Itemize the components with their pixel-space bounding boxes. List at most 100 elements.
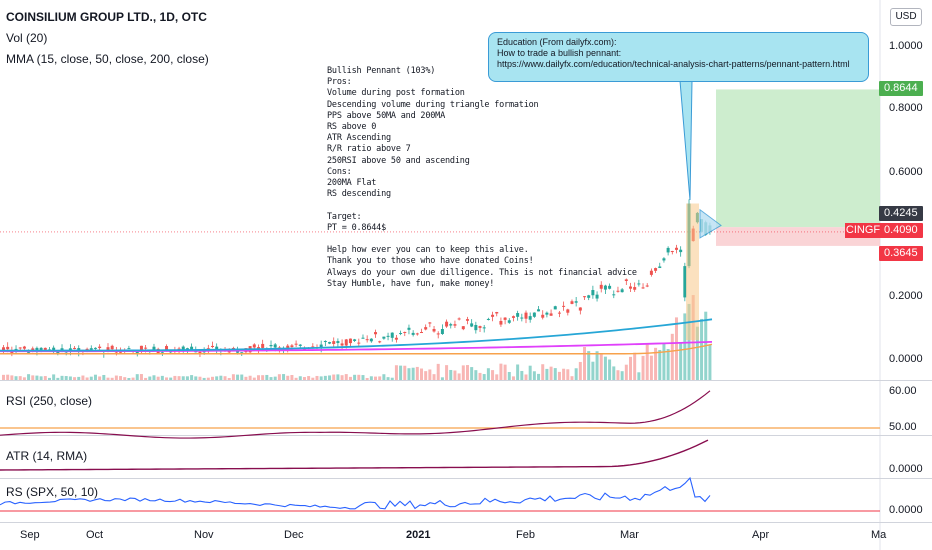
candle-body xyxy=(503,317,507,320)
volume-bar xyxy=(637,372,641,380)
candle-body xyxy=(491,314,495,317)
volume-bar xyxy=(18,376,22,380)
callout-line-2: How to trade a bullish pennant: xyxy=(497,48,622,58)
candle-body xyxy=(340,343,344,346)
currency-button[interactable]: USD xyxy=(890,8,922,26)
callout-link[interactable]: https://www.dailyfx.com/education/techni… xyxy=(497,59,850,69)
volume-bar xyxy=(27,374,31,380)
volume-bar xyxy=(252,377,256,380)
volume-bar xyxy=(211,376,214,380)
rsi-panel-title[interactable]: RSI (250, close) xyxy=(6,394,93,408)
candle-body xyxy=(106,347,110,351)
volume-bar xyxy=(148,376,152,380)
volume-bar xyxy=(461,365,465,380)
candle-body xyxy=(269,345,273,347)
volume-bar xyxy=(591,361,595,380)
volume-bar xyxy=(361,375,365,380)
candle-body xyxy=(507,320,511,323)
candle-body xyxy=(56,351,60,354)
mma-legend[interactable]: MMA (15, close, 50, close, 200, close) xyxy=(6,52,209,66)
volume-bar xyxy=(491,370,495,380)
volume-bar xyxy=(595,351,599,380)
volume-bar xyxy=(323,375,327,380)
candle-body xyxy=(587,295,591,298)
candle-body xyxy=(553,306,557,310)
volume-bar xyxy=(399,365,403,380)
note-line: Always do your own due dilligence. This … xyxy=(327,267,637,278)
volume-bar xyxy=(378,376,382,380)
candle-body xyxy=(474,325,478,331)
volume-bar xyxy=(528,365,532,380)
volume-bar xyxy=(482,374,486,380)
volume-bar xyxy=(616,370,620,380)
volume-bar xyxy=(319,376,323,380)
candle-body xyxy=(357,342,361,344)
candle-body xyxy=(181,346,185,350)
candle-body xyxy=(428,322,432,324)
volume-bar xyxy=(98,376,102,380)
candle-body xyxy=(595,294,599,299)
rs-panel-title[interactable]: RS (SPX, 50, 10) xyxy=(6,485,99,499)
price-tick: 0.0000 xyxy=(889,353,923,365)
candle-body xyxy=(532,312,536,317)
symbol-title[interactable]: COINSILIUM GROUP LTD., 1D, OTC xyxy=(6,10,207,24)
symbol-tag: CINGF xyxy=(845,223,881,238)
candle-body xyxy=(465,319,469,321)
atr-panel-title[interactable]: ATR (14, RMA) xyxy=(6,449,88,463)
analysis-note: Bullish Pennant (103%) Pros: Volume during… xyxy=(327,66,637,290)
volume-bar xyxy=(290,374,294,380)
volume-bar xyxy=(562,368,566,380)
education-callout[interactable]: Education (From dailyfx.com): How to tra… xyxy=(488,32,869,82)
volume-bar xyxy=(131,377,135,380)
candle-body xyxy=(549,313,553,316)
volume-bar xyxy=(641,355,645,380)
volume-bar xyxy=(553,368,557,380)
volume-bar xyxy=(658,349,662,380)
candle-body xyxy=(160,352,164,354)
candle-body xyxy=(89,348,93,350)
volume-bar xyxy=(277,374,281,380)
volume-bar xyxy=(181,376,185,380)
volume-bar xyxy=(649,355,653,380)
candle-body xyxy=(679,249,683,253)
volume-bar xyxy=(173,375,177,380)
volume-legend[interactable]: Vol (20) xyxy=(6,31,48,45)
note-line: Volume during post formation xyxy=(327,88,465,99)
volume-bar xyxy=(47,377,51,380)
note-line: Pros: xyxy=(327,77,352,88)
volume-bar xyxy=(549,366,553,380)
volume-bar xyxy=(612,366,616,380)
volume-bar xyxy=(453,370,457,380)
candle-body xyxy=(641,287,645,289)
volume-bar xyxy=(708,345,712,380)
volume-bar xyxy=(139,374,143,380)
time-tick: Apr xyxy=(752,529,770,541)
candle-body xyxy=(440,329,444,335)
volume-bar xyxy=(541,364,545,380)
volume-bar xyxy=(123,377,127,380)
candle-body xyxy=(294,343,298,345)
volume-bar xyxy=(336,374,340,380)
volume-bar xyxy=(332,374,336,380)
volume-bar xyxy=(248,375,252,380)
candle-body xyxy=(608,285,612,289)
candle-body xyxy=(470,323,474,327)
volume-bar xyxy=(357,374,361,380)
candle-body xyxy=(420,332,423,334)
volume-bar xyxy=(144,377,148,380)
volume-bar xyxy=(420,368,423,380)
volume-bar xyxy=(670,333,674,380)
volume-bar xyxy=(424,371,428,380)
candle-body xyxy=(68,348,72,351)
time-tick: Mar xyxy=(620,529,639,541)
volume-bar xyxy=(645,344,649,380)
volume-bar xyxy=(39,376,43,380)
volume-bar xyxy=(603,356,607,380)
candle-body xyxy=(240,352,244,354)
candle-body xyxy=(18,347,22,349)
volume-bar xyxy=(77,376,81,380)
volume-bar xyxy=(311,377,315,380)
volume-bar xyxy=(440,377,444,380)
note-line: Help how ever you can to keep this alive… xyxy=(327,245,529,256)
